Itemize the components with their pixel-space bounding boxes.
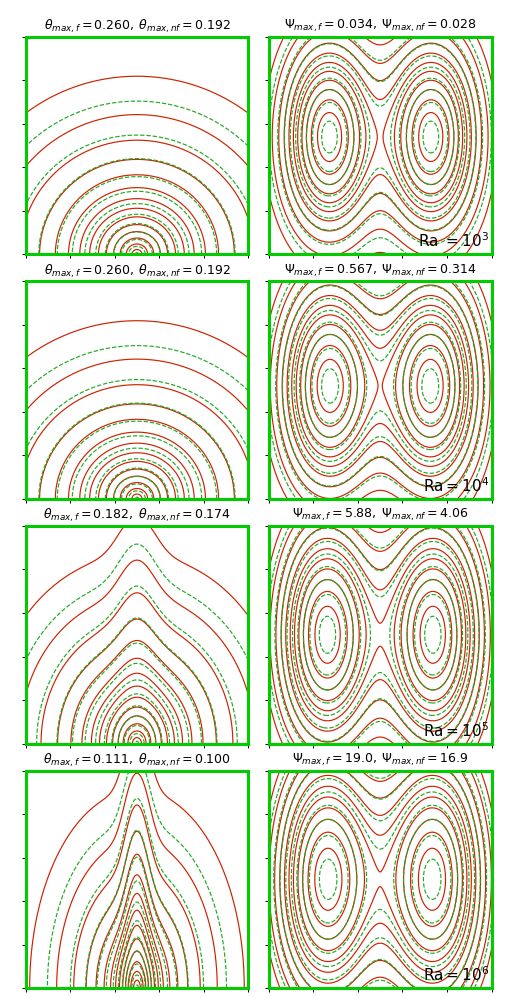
Text: $\mathrm{Ra=10^{6}}$: $\mathrm{Ra=10^{6}}$ xyxy=(422,965,489,984)
Text: $\mathrm{Ra=10^{5}}$: $\mathrm{Ra=10^{5}}$ xyxy=(423,721,489,740)
Text: $\theta_{max,f} = 0.182,\; \theta_{max,nf} = 0.174$: $\theta_{max,f} = 0.182,\; \theta_{max,n… xyxy=(43,507,231,524)
Text: $\Psi_{max,f} = 0.567,\; \Psi_{max,nf} = 0.314$: $\Psi_{max,f} = 0.567,\; \Psi_{max,nf} =… xyxy=(284,262,477,278)
Text: $\theta_{max,f} = 0.111,\; \theta_{max,nf} = 0.100$: $\theta_{max,f} = 0.111,\; \theta_{max,n… xyxy=(43,751,231,768)
Text: $\mathrm{Ra=10^{4}}$: $\mathrm{Ra=10^{4}}$ xyxy=(422,476,489,495)
Text: $\Psi_{max,f} = 0.034,\; \Psi_{max,nf} = 0.028$: $\Psi_{max,f} = 0.034,\; \Psi_{max,nf} =… xyxy=(284,18,477,34)
Text: $\Psi_{max,f} = 5.88,\; \Psi_{max,nf} = 4.06$: $\Psi_{max,f} = 5.88,\; \Psi_{max,nf} = … xyxy=(292,507,468,523)
Text: $\theta_{max,f} = 0.260,\; \theta_{max,nf} = 0.192$: $\theta_{max,f} = 0.260,\; \theta_{max,n… xyxy=(44,18,230,35)
Text: $\Psi_{max,f} = 19.0,\; \Psi_{max,nf} = 16.9$: $\Psi_{max,f} = 19.0,\; \Psi_{max,nf} = … xyxy=(292,751,468,767)
Text: $\mathrm{Ra\ =10^{3}}$: $\mathrm{Ra\ =10^{3}}$ xyxy=(418,232,489,250)
Text: $\theta_{max,f} = 0.260,\; \theta_{max,nf} = 0.192$: $\theta_{max,f} = 0.260,\; \theta_{max,n… xyxy=(44,262,230,279)
